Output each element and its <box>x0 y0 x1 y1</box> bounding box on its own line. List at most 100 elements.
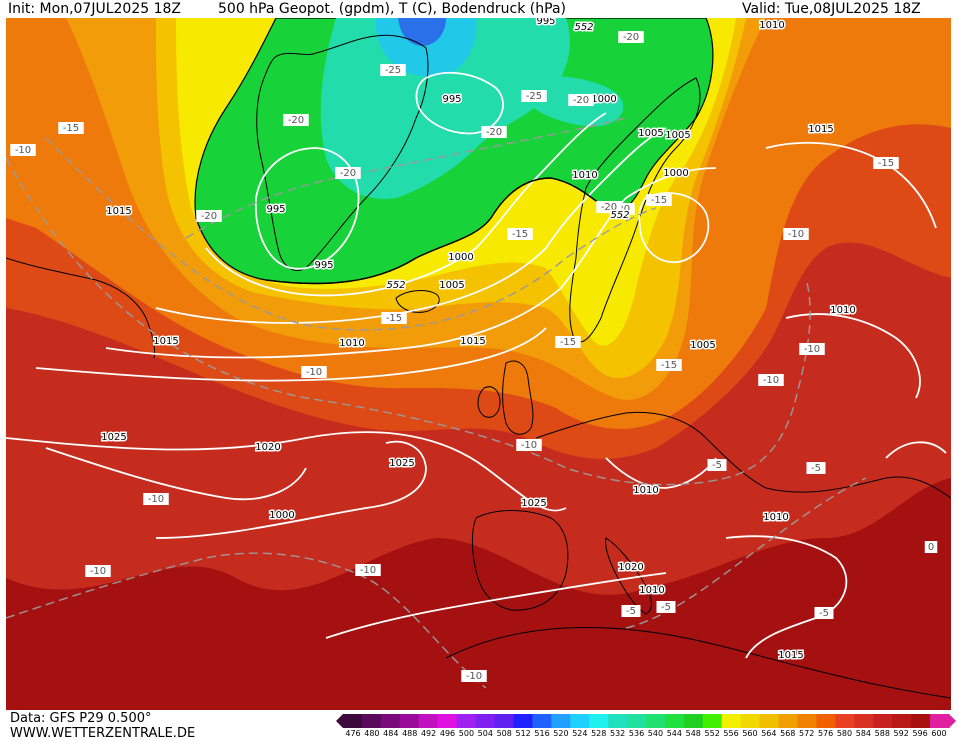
temperature-label: -10 <box>10 144 36 156</box>
colorbar-label: 544 <box>666 729 682 738</box>
colorbar-segment <box>740 714 761 728</box>
colorbar-label: 512 <box>515 729 531 738</box>
colorbar-label: 500 <box>458 729 475 738</box>
colorbar-segment <box>532 714 552 728</box>
svg-text:-10: -10 <box>90 566 106 577</box>
colorbar-segment <box>361 714 382 728</box>
colorbar-label: 536 <box>628 729 645 738</box>
colorbar-segment <box>646 714 666 728</box>
isotherm-minus5 <box>625 477 867 629</box>
temperature-label: -10 <box>85 565 111 577</box>
coastlines <box>6 34 951 699</box>
temperature-label: -20 <box>618 31 644 43</box>
isotherm-minus15 <box>45 137 657 331</box>
temperature-label: -15 <box>873 157 899 169</box>
map-header: Init: Mon,07JUL2025 18Z 500 hPa Geopot. … <box>0 0 959 18</box>
svg-text:-10: -10 <box>15 145 31 156</box>
colorbar-label: 572 <box>799 729 815 738</box>
svg-text:-10: -10 <box>306 367 322 378</box>
colorbar-label: 548 <box>685 729 701 738</box>
svg-text:-10: -10 <box>466 671 482 682</box>
fill-teal <box>320 18 570 199</box>
svg-text:-20: -20 <box>573 95 589 106</box>
geopotential-label: 552 <box>386 280 405 291</box>
colorbar-segment <box>664 714 685 728</box>
isobar-1010 <box>105 167 717 359</box>
italy-coast <box>605 537 652 615</box>
contour-552-line <box>265 177 607 285</box>
temperature-label: -15 <box>555 336 581 348</box>
temperature-label: -10 <box>461 670 487 682</box>
colorbar-label: 600 <box>931 729 947 738</box>
svg-text:-20: -20 <box>201 211 217 222</box>
colorbar-segment <box>816 714 836 728</box>
colorbar-label: 596 <box>912 729 928 738</box>
colorbar-segment <box>570 714 590 728</box>
colorbar-segment <box>835 714 855 728</box>
website: WWW.WETTERZENTRALE.DE <box>10 726 196 741</box>
svg-text:-15: -15 <box>512 229 528 240</box>
isobar-1025-south <box>155 440 427 539</box>
temperature-label: -15 <box>646 194 672 206</box>
pressure-label: 1010 <box>830 305 855 316</box>
colorbar-label: 480 <box>364 729 380 738</box>
europe-coast <box>535 411 951 499</box>
colorbar-segment <box>759 714 780 728</box>
map-footer: Data: GFS P29 0.500° WWW.WETTERZENTRALE.… <box>0 711 959 741</box>
temperature-label: -15 <box>507 228 533 240</box>
isobar-1000 <box>205 112 607 297</box>
colorbar-segment <box>892 714 912 728</box>
pressure-label: 1005 <box>638 128 663 139</box>
colorbar-segment <box>343 714 363 728</box>
pressure-label: 1010 <box>763 512 788 523</box>
colorbar-segment <box>551 714 571 728</box>
colorbar-segment <box>475 714 495 728</box>
temperature-label: -10 <box>783 228 809 240</box>
svg-text:-10: -10 <box>360 565 376 576</box>
isobar-1020 <box>6 431 567 512</box>
svg-text:-10: -10 <box>148 494 164 505</box>
data-source: Data: GFS P29 0.500° <box>10 711 152 726</box>
temperature-label: -5 <box>814 607 834 619</box>
temperature-label: -20 <box>481 126 507 138</box>
colorbar-label: 524 <box>572 729 588 738</box>
colorbar-label: 592 <box>893 729 909 738</box>
pressure-label: 1020 <box>255 442 280 453</box>
temperature-label: 0 <box>924 541 938 553</box>
isobar-1015-south <box>325 572 667 639</box>
temperature-label: -10 <box>799 343 825 355</box>
isobar-1010-se <box>885 441 947 459</box>
pressure-label: 995 <box>266 204 285 215</box>
temperature-label: -5 <box>621 605 641 617</box>
colorbar-label: 568 <box>780 729 796 738</box>
colorbar-label: 528 <box>591 729 607 738</box>
pressure-label: 1010 <box>633 485 658 496</box>
colorbar-segment <box>418 714 439 728</box>
temperature-label: -20 <box>335 167 361 179</box>
svg-text:-20: -20 <box>486 127 502 138</box>
pressure-label: 995 <box>536 18 555 27</box>
svg-text:-10: -10 <box>763 375 779 386</box>
temperature-label: -15 <box>58 122 84 134</box>
colorbar-label: 496 <box>439 729 456 738</box>
svg-text:-20: -20 <box>623 32 639 43</box>
svg-text:-15: -15 <box>63 123 79 134</box>
colorbar-label: 516 <box>534 729 550 738</box>
pressure-label: 1010 <box>639 585 664 596</box>
svg-text:-10: -10 <box>521 440 537 451</box>
isobars <box>6 71 947 659</box>
svg-text:-5: -5 <box>712 460 722 471</box>
svg-text:-15: -15 <box>661 360 677 371</box>
pressure-label: 1025 <box>521 498 546 509</box>
pressure-label: 1000 <box>269 510 294 521</box>
colorbar-segment <box>437 714 458 728</box>
svg-text:-25: -25 <box>526 91 542 102</box>
temperature-label: -15 <box>381 312 407 324</box>
colorbar-labels: 476 480 484 488 492 496 500 504 508 512 516 520 524 5… <box>336 729 956 741</box>
temperature-label: -10 <box>301 366 327 378</box>
isobar-995-greenland <box>254 147 360 270</box>
colorbar-segment <box>911 714 931 728</box>
geopotential-label: 552 <box>610 210 629 221</box>
colorbar-segment <box>683 714 704 728</box>
